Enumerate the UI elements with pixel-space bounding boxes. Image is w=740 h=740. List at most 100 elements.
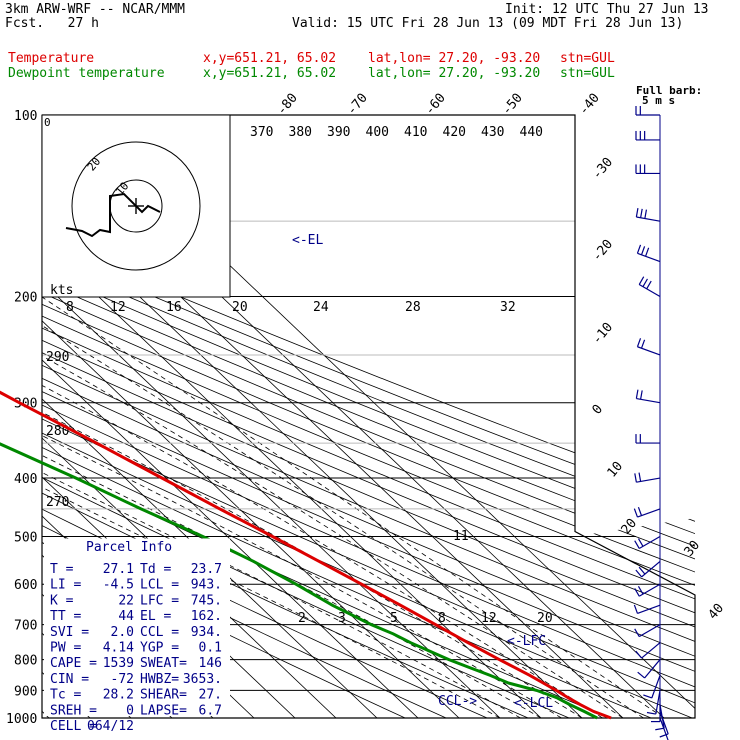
parcel-row-value: 943.	[191, 578, 222, 593]
hodograph-unit: kts	[50, 283, 73, 298]
mixing-ratio-label: 5	[390, 611, 398, 626]
parcel-row-label: EL =	[140, 609, 171, 624]
wind-barb-flag	[640, 339, 646, 349]
isotherm-label: 0	[590, 402, 607, 418]
parcel-row-value: 28.2	[103, 688, 134, 703]
mixing-ratio-label: 2	[298, 611, 306, 626]
dry-adiabat	[42, 115, 695, 718]
init-time: Init: 12 UTC Thu 27 Jun 13	[505, 2, 709, 17]
parcel-row-value: 745.	[191, 593, 222, 608]
wind-barb-flag	[636, 244, 642, 254]
parcel-row-label: SWEAT=	[140, 656, 187, 671]
dry-adiabat	[42, 115, 695, 718]
isotherm-line	[42, 115, 419, 718]
dewpoint-profile	[0, 442, 598, 720]
wind-barb-staff	[659, 704, 665, 729]
legend-dewpoint-stn: stn=GUL	[560, 66, 615, 81]
fcst-label: Fcst.	[5, 16, 45, 31]
parcel-row-label: TT =	[50, 609, 81, 624]
legend-temperature-latlon: lat,lon= 27.20, -93.20	[368, 51, 541, 66]
wind-barb-staff	[644, 659, 661, 679]
wind-barb-flag	[634, 588, 640, 597]
mixing-ratio-label: 12	[110, 300, 126, 315]
mixing-ratio-label: 8	[438, 611, 446, 626]
parcel-row-value: -4.5	[103, 578, 134, 593]
wind-barb	[635, 642, 661, 659]
mixing-ratio-label: 28	[405, 300, 421, 315]
wind-barb-staff	[651, 675, 661, 699]
wind-barb	[635, 560, 661, 578]
wind-barb-flag	[636, 338, 642, 347]
parcel-row-label: T =	[50, 562, 74, 577]
wind-barb	[635, 389, 661, 404]
parcel-row-value: 3653.	[183, 672, 222, 687]
wind-barb-flag	[635, 650, 643, 659]
wind-key-value: 5 m s	[642, 94, 675, 107]
mixing-ratio-label: 3	[338, 611, 346, 626]
parcel-row-value: 1539	[103, 656, 134, 671]
theta-e-label: 430	[481, 125, 504, 140]
legend-dewpoint-xy: x,y=651.21, 65.02	[203, 66, 337, 81]
wind-barb-flag	[646, 280, 652, 290]
wind-barb-flag	[640, 390, 643, 400]
parcel-row-value: 064/12	[87, 719, 134, 734]
wind-barb	[646, 690, 661, 715]
theta-e-label: 380	[289, 125, 312, 140]
dry-adiabat	[42, 115, 695, 718]
wind-barb-flag	[643, 694, 652, 699]
wind-barb-flag	[637, 585, 644, 595]
pressure-label: 900	[14, 684, 37, 699]
wind-barb	[636, 244, 661, 263]
parcel-row-label: Td =	[140, 562, 171, 577]
parcel-row-label: Tc =	[50, 688, 81, 703]
wind-key-title: Full barb:	[636, 84, 702, 97]
wind-barb-staff	[641, 642, 661, 659]
wind-barb-staff	[637, 604, 661, 614]
legend-temperature-name: Temperature	[8, 51, 95, 66]
wind-barb-staff	[659, 717, 669, 740]
wind-barb	[635, 164, 660, 175]
isotherm-line	[42, 115, 501, 718]
legend-temperature-stn: stn=GUL	[560, 51, 615, 66]
wind-barb	[635, 106, 660, 116]
chart-frame	[41, 114, 696, 719]
parcel-row-label: K =	[50, 593, 74, 608]
wind-barb-staff	[638, 583, 661, 597]
pressure-label: 1000	[6, 712, 37, 727]
wind-barb-flag	[637, 671, 645, 679]
parcel-row-value: 146	[199, 656, 222, 671]
wind-barb-flag	[645, 247, 650, 257]
isotherm-label: 40	[706, 601, 728, 623]
wind-barb-staff	[637, 252, 661, 263]
theta-label: 290	[46, 350, 69, 365]
wind-barb-flag	[634, 540, 640, 549]
parcel-row-value: 6.7	[199, 703, 222, 718]
parcel-row-label: PW =	[50, 641, 81, 656]
wind-barb-flag	[635, 569, 643, 578]
isotherm-label: -40	[576, 91, 603, 119]
parcel-row-label: LCL =	[140, 578, 179, 593]
parcel-row-label: LFC =	[140, 593, 179, 608]
parcel-row-value: 162.	[191, 609, 222, 624]
isotherm-label: -60	[422, 91, 449, 119]
wind-barb-flag	[635, 208, 639, 218]
pressure-label: 700	[14, 619, 37, 634]
legend-temperature-xy: x,y=651.21, 65.02	[203, 51, 337, 66]
parcel-row-label: CAPE =	[50, 656, 97, 671]
wind-barb	[634, 624, 661, 638]
wind-barb	[635, 434, 660, 444]
fcst-value: 27 h	[67, 16, 99, 31]
isotherm-line	[42, 115, 378, 718]
isotherm-label: -10	[590, 320, 617, 348]
wind-barb	[651, 697, 661, 723]
legend-dewpoint-name: Dewpoint temperature	[8, 66, 165, 81]
mixing-ratio-label: 20	[537, 611, 553, 626]
wind-barb-flag	[646, 711, 656, 715]
parcel-row-value: 0	[126, 703, 134, 718]
pressure-label: 400	[14, 472, 37, 487]
wind-barb	[634, 472, 661, 483]
moist-adiabat	[42, 115, 644, 718]
valid-time: Valid: 15 UTC Fri 28 Jun 13 (09 MDT Fri …	[292, 16, 684, 31]
theta-e-label: 370	[250, 125, 273, 140]
